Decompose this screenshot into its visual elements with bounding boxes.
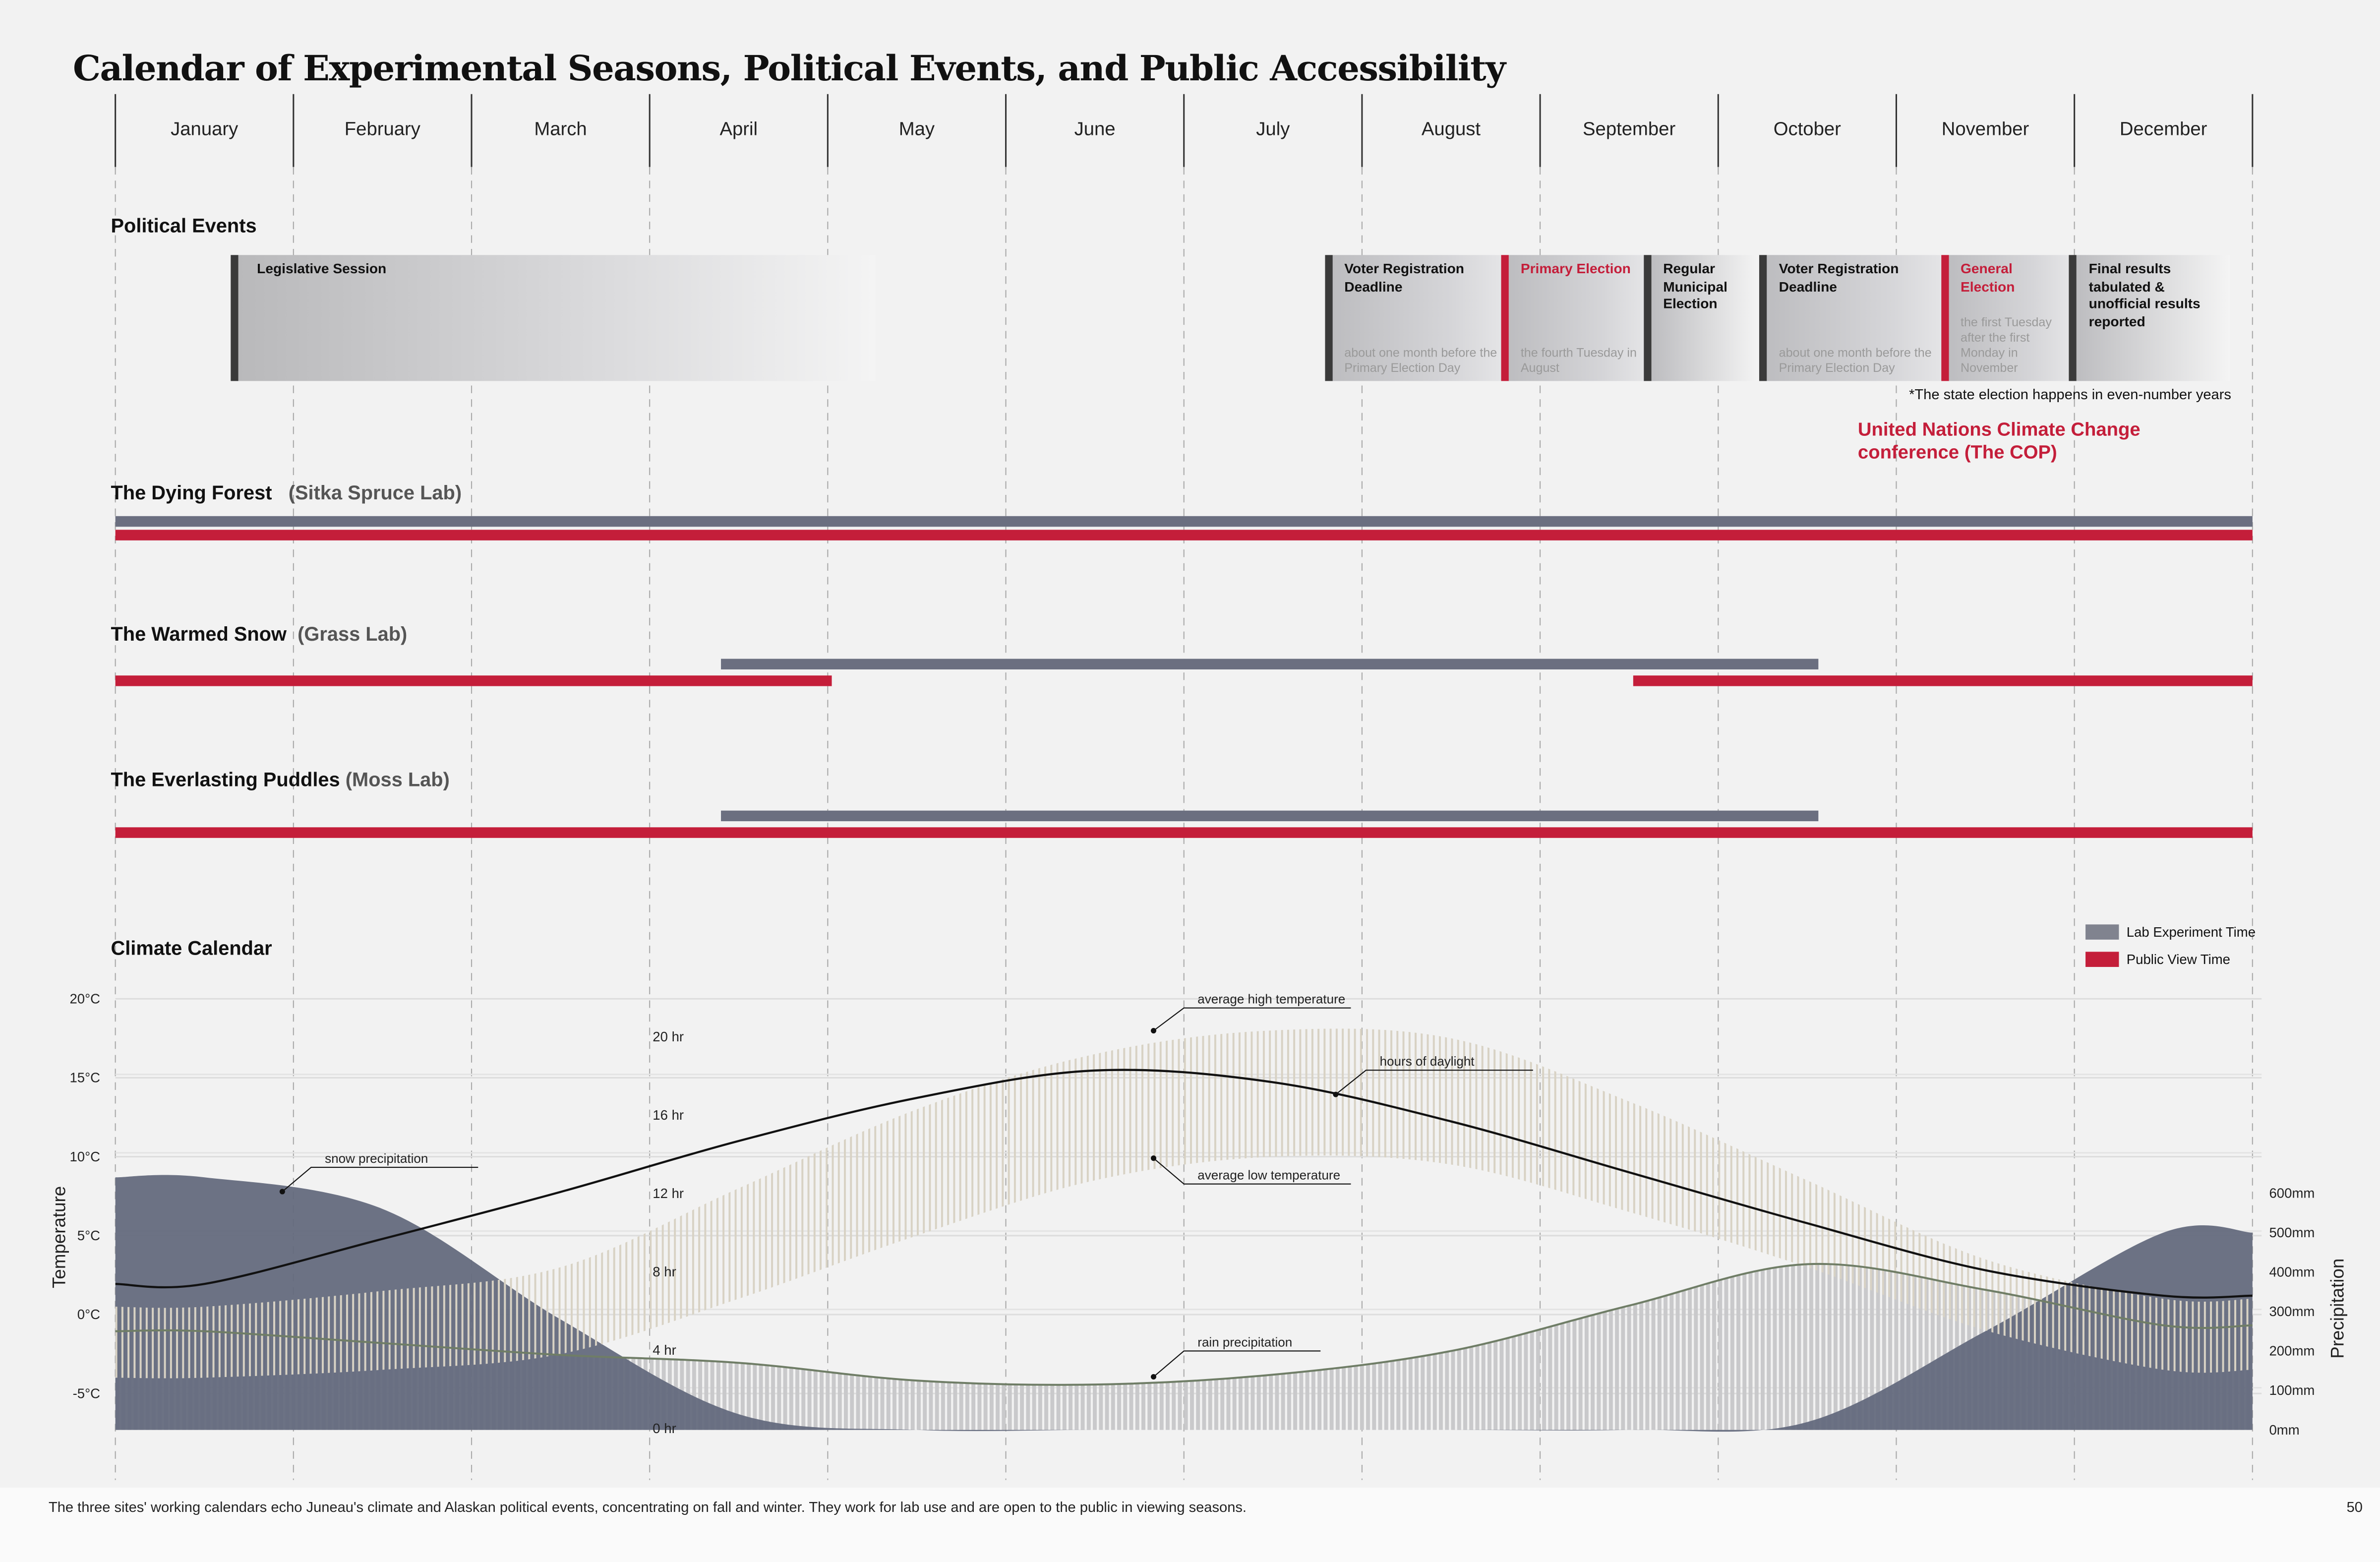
lab-experiment-bar: [720, 659, 1818, 669]
climate-chart: 20°C 15°C 10°C 5°C 0°C -5°C 20 hr 16 hr 12 hr 8 h…: [49, 991, 2348, 1438]
hour-tick-label: 20 hr: [653, 1029, 684, 1044]
page-number: 50: [2346, 1500, 2363, 1517]
annotation-leader: [1153, 1157, 1351, 1185]
legend-swatch-lab: [2085, 924, 2119, 940]
temp-tick-label: 15°C: [69, 1070, 100, 1085]
lab-heading-dying-forest: The Dying Forest (Sitka Spruce Lab): [111, 481, 462, 504]
event-description: the first Tuesday after the first Monday…: [1961, 315, 2052, 375]
legend-label-public: Public View Time: [2126, 952, 2231, 967]
hour-tick-label: 8 hr: [653, 1264, 676, 1279]
event-description: about one month before the Primary Elect…: [1779, 346, 1932, 375]
event-title: Voter Registration Deadline: [1779, 261, 1899, 294]
month-label: January: [171, 118, 238, 140]
hour-tick-label: 16 hr: [653, 1107, 684, 1123]
precip-tick-label: 100mm: [2269, 1382, 2315, 1398]
political-event: Primary Election the fourth Tuesday in Au…: [1501, 255, 1644, 381]
political-event: Regular Municipal Election: [1643, 255, 1759, 381]
public-view-bar: [1632, 675, 2253, 686]
public-view-bar: [115, 675, 832, 686]
month-label: November: [1941, 118, 2029, 140]
month-label: February: [344, 118, 420, 140]
month-label: March: [534, 118, 587, 140]
event-title: Voter Registration Deadline: [1344, 261, 1465, 294]
month-label: October: [1773, 118, 1841, 140]
temp-tick-label: 20°C: [69, 991, 100, 1006]
annotation-leader: [1153, 1007, 1351, 1031]
annotation-label: average low temperature: [1197, 1168, 1340, 1183]
precip-tick-label: 0mm: [2269, 1422, 2299, 1438]
annotation-label: hours of daylight: [1380, 1054, 1475, 1069]
temperature-range-band: [115, 1028, 2253, 1379]
month-label: April: [719, 118, 758, 140]
precip-tick-label: 200mm: [2269, 1343, 2315, 1359]
month-label: August: [1421, 118, 1481, 140]
event-description: the fourth Tuesday in August: [1520, 346, 1637, 375]
temperature-axis-title: Temperature: [49, 1186, 69, 1288]
footer: [0, 1487, 2380, 1562]
temp-tick-label: 5°C: [77, 1228, 100, 1243]
annotation-label: rain precipitation: [1197, 1334, 1292, 1349]
precip-tick-label: 500mm: [2269, 1225, 2315, 1240]
annotation-label: snow precipitation: [325, 1151, 428, 1166]
political-events-heading: Political Events: [111, 214, 257, 237]
lab-heading-warmed-snow: The Warmed Snow (Grass Lab): [111, 622, 408, 646]
temp-tick-label: 0°C: [77, 1307, 100, 1322]
political-event: Voter Registration Deadline about one mon…: [1324, 255, 1501, 381]
event-title: Regular Municipal Election: [1663, 261, 1727, 311]
annotation-label: average high temperature: [1197, 991, 1345, 1006]
month-label: December: [2119, 118, 2207, 140]
lab-heading-everlasting-puddles: The Everlasting Puddles (Moss Lab): [111, 768, 450, 791]
hour-tick-label: 0 hr: [653, 1421, 676, 1436]
climate-calendar-heading: Climate Calendar: [111, 936, 272, 960]
political-event: Voter Registration Deadline about one mon…: [1759, 255, 1941, 381]
event-title: Final results tabulated & unofficial res…: [2088, 261, 2201, 329]
legend-label-lab: Lab Experiment Time: [2126, 924, 2256, 940]
political-event: General Election the first Tuesday after …: [1941, 255, 2069, 381]
precip-tick-label: 400mm: [2269, 1264, 2315, 1279]
rain-precipitation-line: [115, 1262, 2253, 1386]
hour-tick-label: 12 hr: [653, 1186, 684, 1201]
month-label: September: [1583, 118, 1676, 140]
election-note: *The state election happens in even-numb…: [1909, 387, 2231, 404]
event-title: General Election: [1961, 261, 2015, 294]
precip-tick-label: 600mm: [2269, 1185, 2315, 1201]
snow-precipitation-area: [115, 1175, 2253, 1432]
annotation-leader: [1153, 1350, 1321, 1378]
political-event: Final results tabulated & unofficial res…: [2069, 255, 2230, 381]
lab-experiment-bar: [720, 810, 1818, 822]
event-title: Primary Election: [1520, 261, 1631, 277]
lab-experiment-bar: [115, 516, 2253, 527]
month-label: July: [1256, 118, 1290, 140]
temp-tick-label: 10°C: [69, 1149, 100, 1164]
precip-tick-label: 300mm: [2269, 1304, 2315, 1319]
public-view-bar: [115, 827, 2253, 838]
temp-tick-label: -5°C: [73, 1385, 100, 1401]
hour-tick-label: 4 hr: [653, 1342, 676, 1358]
month-label: June: [1074, 118, 1116, 140]
legend-swatch-public: [2085, 952, 2119, 967]
annotation-leader: [1335, 1070, 1533, 1095]
page-title: Calendar of Experimental Seasons, Politi…: [72, 48, 1506, 90]
public-view-bar: [115, 530, 2253, 541]
annotation-leader: [282, 1166, 478, 1192]
daylight-line: [115, 1069, 2253, 1299]
event-description: about one month before the Primary Elect…: [1344, 346, 1497, 375]
precipitation-axis-title: Precipitation: [2327, 1259, 2347, 1359]
cop-label: United Nations Climate Change conference…: [1857, 419, 2141, 463]
month-label: May: [898, 118, 935, 140]
legislative-session-bar: Legislative Session: [231, 255, 876, 381]
legislative-session-label: Legislative Session: [257, 261, 387, 277]
figure-caption: The three sites' working calendars echo …: [48, 1500, 1247, 1517]
